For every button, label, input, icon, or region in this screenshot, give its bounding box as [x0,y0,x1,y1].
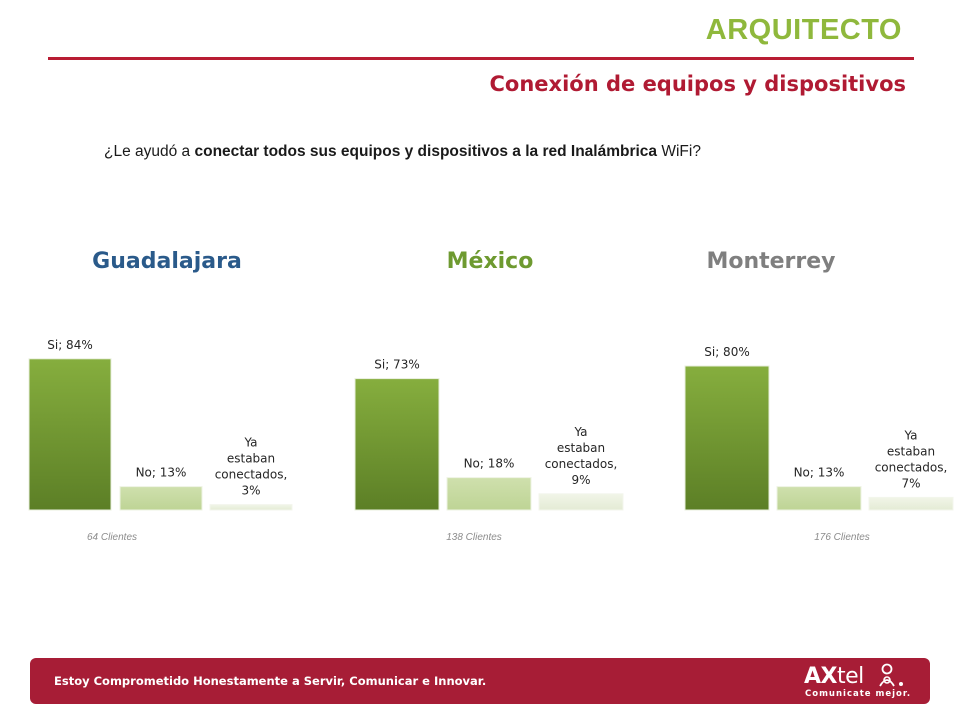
data-label-monterrey-ya: Ya estaban conectados, 7% [875,428,948,490]
question-bold: conectar todos sus equipos y dispositivo… [194,143,658,160]
city-title-guadalajara: Guadalajara [92,249,242,274]
page-title: ARQUITECTO [705,14,902,46]
city-title-monterrey: Monterrey [706,249,836,274]
logo-figure-icon [879,663,903,687]
data-label-monterrey-si: Si; 80% [704,345,749,359]
logo-wordmark: AXtel [804,664,864,689]
sample-size-guadalajara: 64 Clientes [87,532,137,543]
bar-guadalajara-si [28,358,112,511]
data-label-mexico-no: No; 18% [464,457,515,471]
bar-charts: Si; 84% No; 13% Ya estaban conectados, 3% 64 C… [28,338,954,543]
bar-mexico-si [354,378,440,511]
survey-question: ¿Le ayudó a conectar todos sus equipos y… [104,143,701,161]
bar-monterrey-ya [868,496,954,511]
city-title-mexico: México [446,249,534,274]
bar-guadalajara-no [119,486,203,511]
logo-ax: AX [804,664,838,689]
page-subtitle: Conexión de equipos y dispositivos [489,72,906,96]
data-label-guadalajara-no: No; 13% [136,466,187,480]
bar-monterrey-no [776,486,862,511]
bar-monterrey-si [684,365,770,511]
header-divider [48,57,914,60]
logo-tagline: Comunicate mejor. [805,689,912,699]
footer-bar [30,658,930,704]
bar-mexico-ya [538,493,624,511]
sample-size-mexico: 138 Clientes [446,532,502,543]
bar-mexico-no [446,477,532,511]
data-label-monterrey-no: No; 13% [794,466,845,480]
data-label-mexico-ya: Ya estaban conectados, 9% [545,425,618,487]
bar-guadalajara-ya [209,504,293,511]
footer-slogan: Estoy Comprometido Honestamente a Servir… [54,674,487,688]
data-label-guadalajara-ya: Ya estaban conectados, 3% [215,436,288,498]
question-suffix: WiFi? [657,143,701,160]
data-label-mexico-si: Si; 73% [374,358,419,372]
data-label-guadalajara-si: Si; 84% [47,338,92,352]
sample-size-monterrey: 176 Clientes [814,532,870,543]
question-prefix: ¿Le ayudó a [104,143,195,160]
axtel-logo: AXtel Comunicate mejor. [800,660,910,702]
logo-tel: tel [837,664,864,689]
